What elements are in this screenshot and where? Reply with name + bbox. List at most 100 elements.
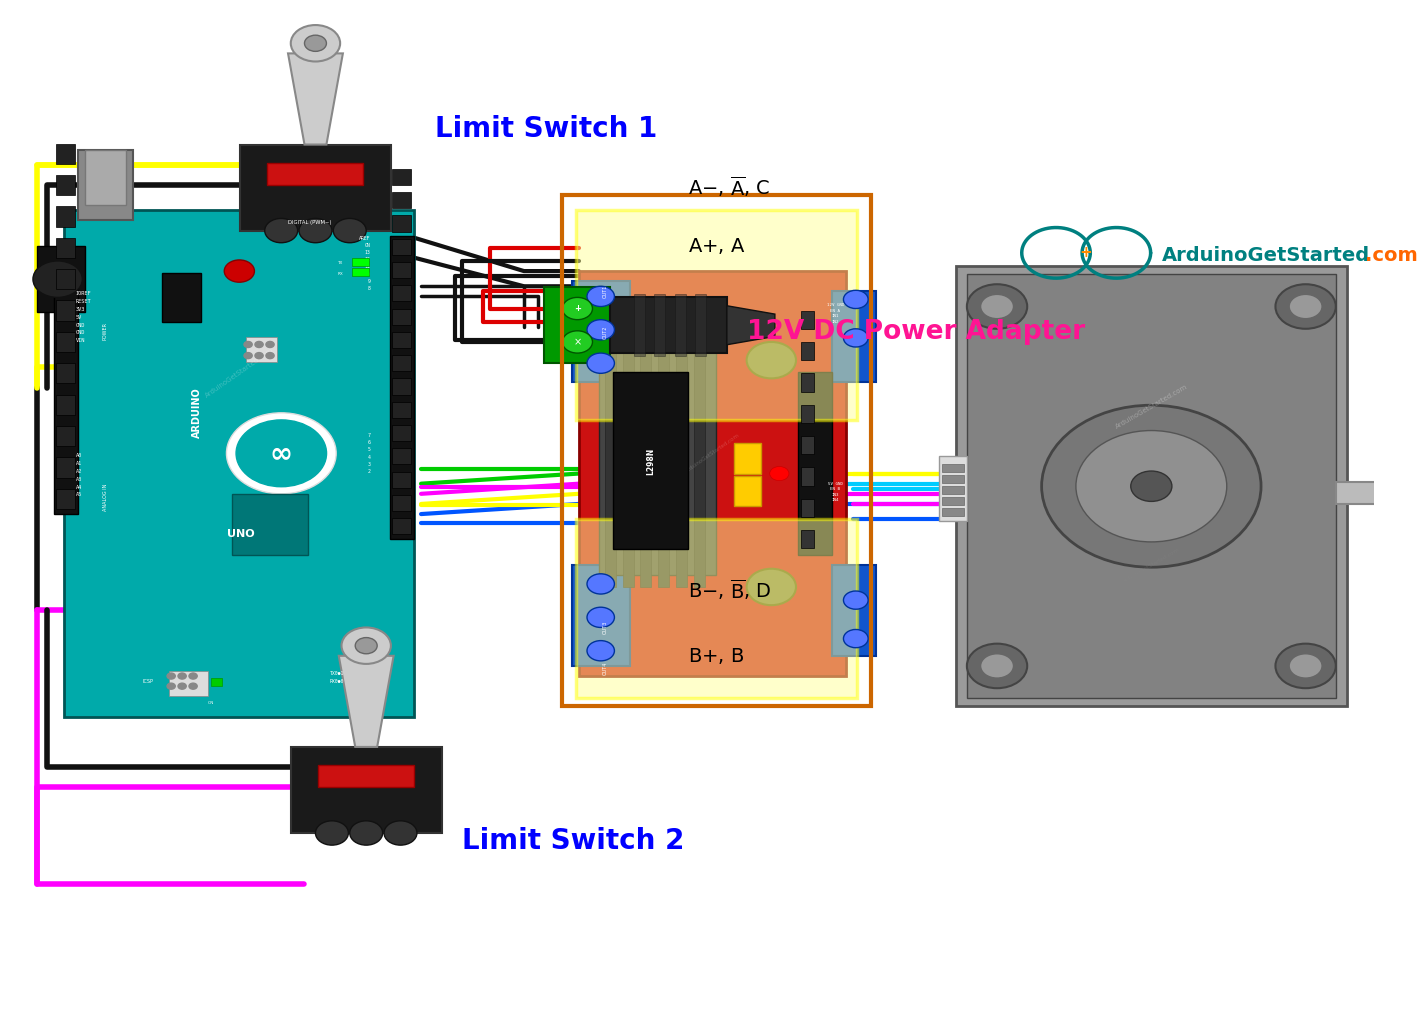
- Bar: [801, 310, 815, 329]
- Text: Limit Switch 2: Limit Switch 2: [462, 827, 684, 855]
- Bar: [658, 340, 670, 587]
- Bar: [943, 474, 964, 483]
- Bar: [801, 499, 815, 517]
- Circle shape: [587, 607, 614, 627]
- Circle shape: [747, 342, 796, 379]
- Bar: [57, 457, 75, 477]
- Text: L298N: L298N: [646, 447, 656, 474]
- Circle shape: [166, 683, 175, 689]
- Circle shape: [843, 329, 869, 347]
- Circle shape: [587, 286, 614, 306]
- Bar: [267, 163, 364, 185]
- Text: 5V GND
EN B
IN3
IN4: 5V GND EN B IN3 IN4: [828, 482, 843, 502]
- Text: 12V DC Power Adapter: 12V DC Power Adapter: [748, 319, 1085, 345]
- Circle shape: [981, 294, 1014, 319]
- Bar: [392, 262, 411, 278]
- Polygon shape: [338, 656, 394, 747]
- Circle shape: [266, 341, 274, 347]
- Bar: [390, 235, 414, 540]
- Bar: [694, 340, 705, 587]
- Bar: [78, 150, 134, 221]
- Bar: [392, 169, 411, 185]
- Bar: [57, 237, 75, 258]
- Bar: [57, 363, 75, 384]
- Circle shape: [299, 219, 331, 242]
- Text: ANALOG IN: ANALOG IN: [102, 484, 108, 511]
- Text: RX: RX: [337, 272, 343, 276]
- Circle shape: [1130, 471, 1172, 502]
- Bar: [392, 216, 411, 231]
- Bar: [576, 211, 857, 420]
- Bar: [392, 332, 411, 348]
- Bar: [392, 425, 411, 441]
- Bar: [57, 300, 75, 321]
- Text: ON: ON: [208, 701, 215, 705]
- Bar: [319, 766, 414, 787]
- Circle shape: [967, 643, 1027, 688]
- Bar: [801, 342, 815, 360]
- Bar: [392, 308, 411, 325]
- Text: ArduinoGetStarted.com: ArduinoGetStarted.com: [1122, 547, 1180, 584]
- Text: DIGITAL (PWM~): DIGITAL (PWM~): [287, 221, 331, 225]
- Circle shape: [178, 673, 186, 679]
- Bar: [613, 373, 688, 550]
- Bar: [37, 245, 85, 312]
- Bar: [604, 340, 616, 587]
- Bar: [353, 258, 368, 266]
- Bar: [85, 150, 127, 206]
- Circle shape: [255, 352, 263, 358]
- Bar: [675, 294, 685, 356]
- Bar: [675, 340, 687, 587]
- Text: +: +: [1079, 245, 1092, 261]
- Bar: [734, 443, 761, 473]
- Text: TX0●1
RX0●0: TX0●1 RX0●0: [330, 671, 344, 684]
- Circle shape: [341, 627, 391, 664]
- Text: ArduinoGetStarted.com: ArduinoGetStarted.com: [684, 433, 741, 474]
- Bar: [232, 494, 307, 555]
- Circle shape: [189, 683, 198, 689]
- Circle shape: [226, 413, 336, 494]
- Bar: [640, 340, 651, 587]
- Bar: [392, 402, 411, 417]
- Bar: [1335, 482, 1411, 504]
- Polygon shape: [289, 53, 343, 145]
- Circle shape: [245, 352, 252, 358]
- Text: ICSP: ICSP: [142, 679, 154, 684]
- Bar: [562, 195, 870, 706]
- Text: POWER: POWER: [102, 322, 108, 340]
- Bar: [801, 436, 815, 454]
- Circle shape: [350, 821, 383, 845]
- Bar: [290, 747, 442, 833]
- Text: A$-$, $\overline{\mathrm{A}}$, C: A$-$, $\overline{\mathrm{A}}$, C: [688, 175, 771, 200]
- Bar: [956, 266, 1347, 706]
- Bar: [695, 294, 707, 356]
- Bar: [943, 463, 964, 471]
- Circle shape: [1290, 294, 1322, 319]
- Polygon shape: [727, 305, 775, 345]
- Bar: [576, 519, 857, 698]
- Circle shape: [1396, 489, 1422, 511]
- Circle shape: [587, 353, 614, 374]
- Bar: [392, 238, 411, 254]
- Text: A0
A1
A2
A3
A4
A5: A0 A1 A2 A3 A4 A5: [75, 453, 81, 498]
- Circle shape: [587, 640, 614, 661]
- Text: UNO: UNO: [228, 529, 255, 540]
- Bar: [240, 145, 391, 231]
- Text: AREF
GN
13
12
11
10
9
8: AREF GN 13 12 11 10 9 8: [358, 235, 370, 291]
- Text: ArduinoGetStarted.com: ArduinoGetStarted.com: [203, 346, 274, 398]
- Bar: [392, 355, 411, 372]
- Circle shape: [1290, 654, 1322, 678]
- Text: Limit Switch 1: Limit Switch 1: [435, 115, 657, 144]
- Circle shape: [562, 331, 593, 353]
- Circle shape: [843, 290, 869, 308]
- Bar: [392, 379, 411, 395]
- Text: ∞: ∞: [270, 440, 293, 467]
- Circle shape: [843, 629, 869, 647]
- Bar: [392, 471, 411, 488]
- Circle shape: [166, 673, 175, 679]
- Circle shape: [236, 419, 327, 487]
- Bar: [392, 518, 411, 534]
- Bar: [57, 175, 75, 195]
- Circle shape: [1076, 431, 1227, 542]
- Circle shape: [981, 654, 1014, 678]
